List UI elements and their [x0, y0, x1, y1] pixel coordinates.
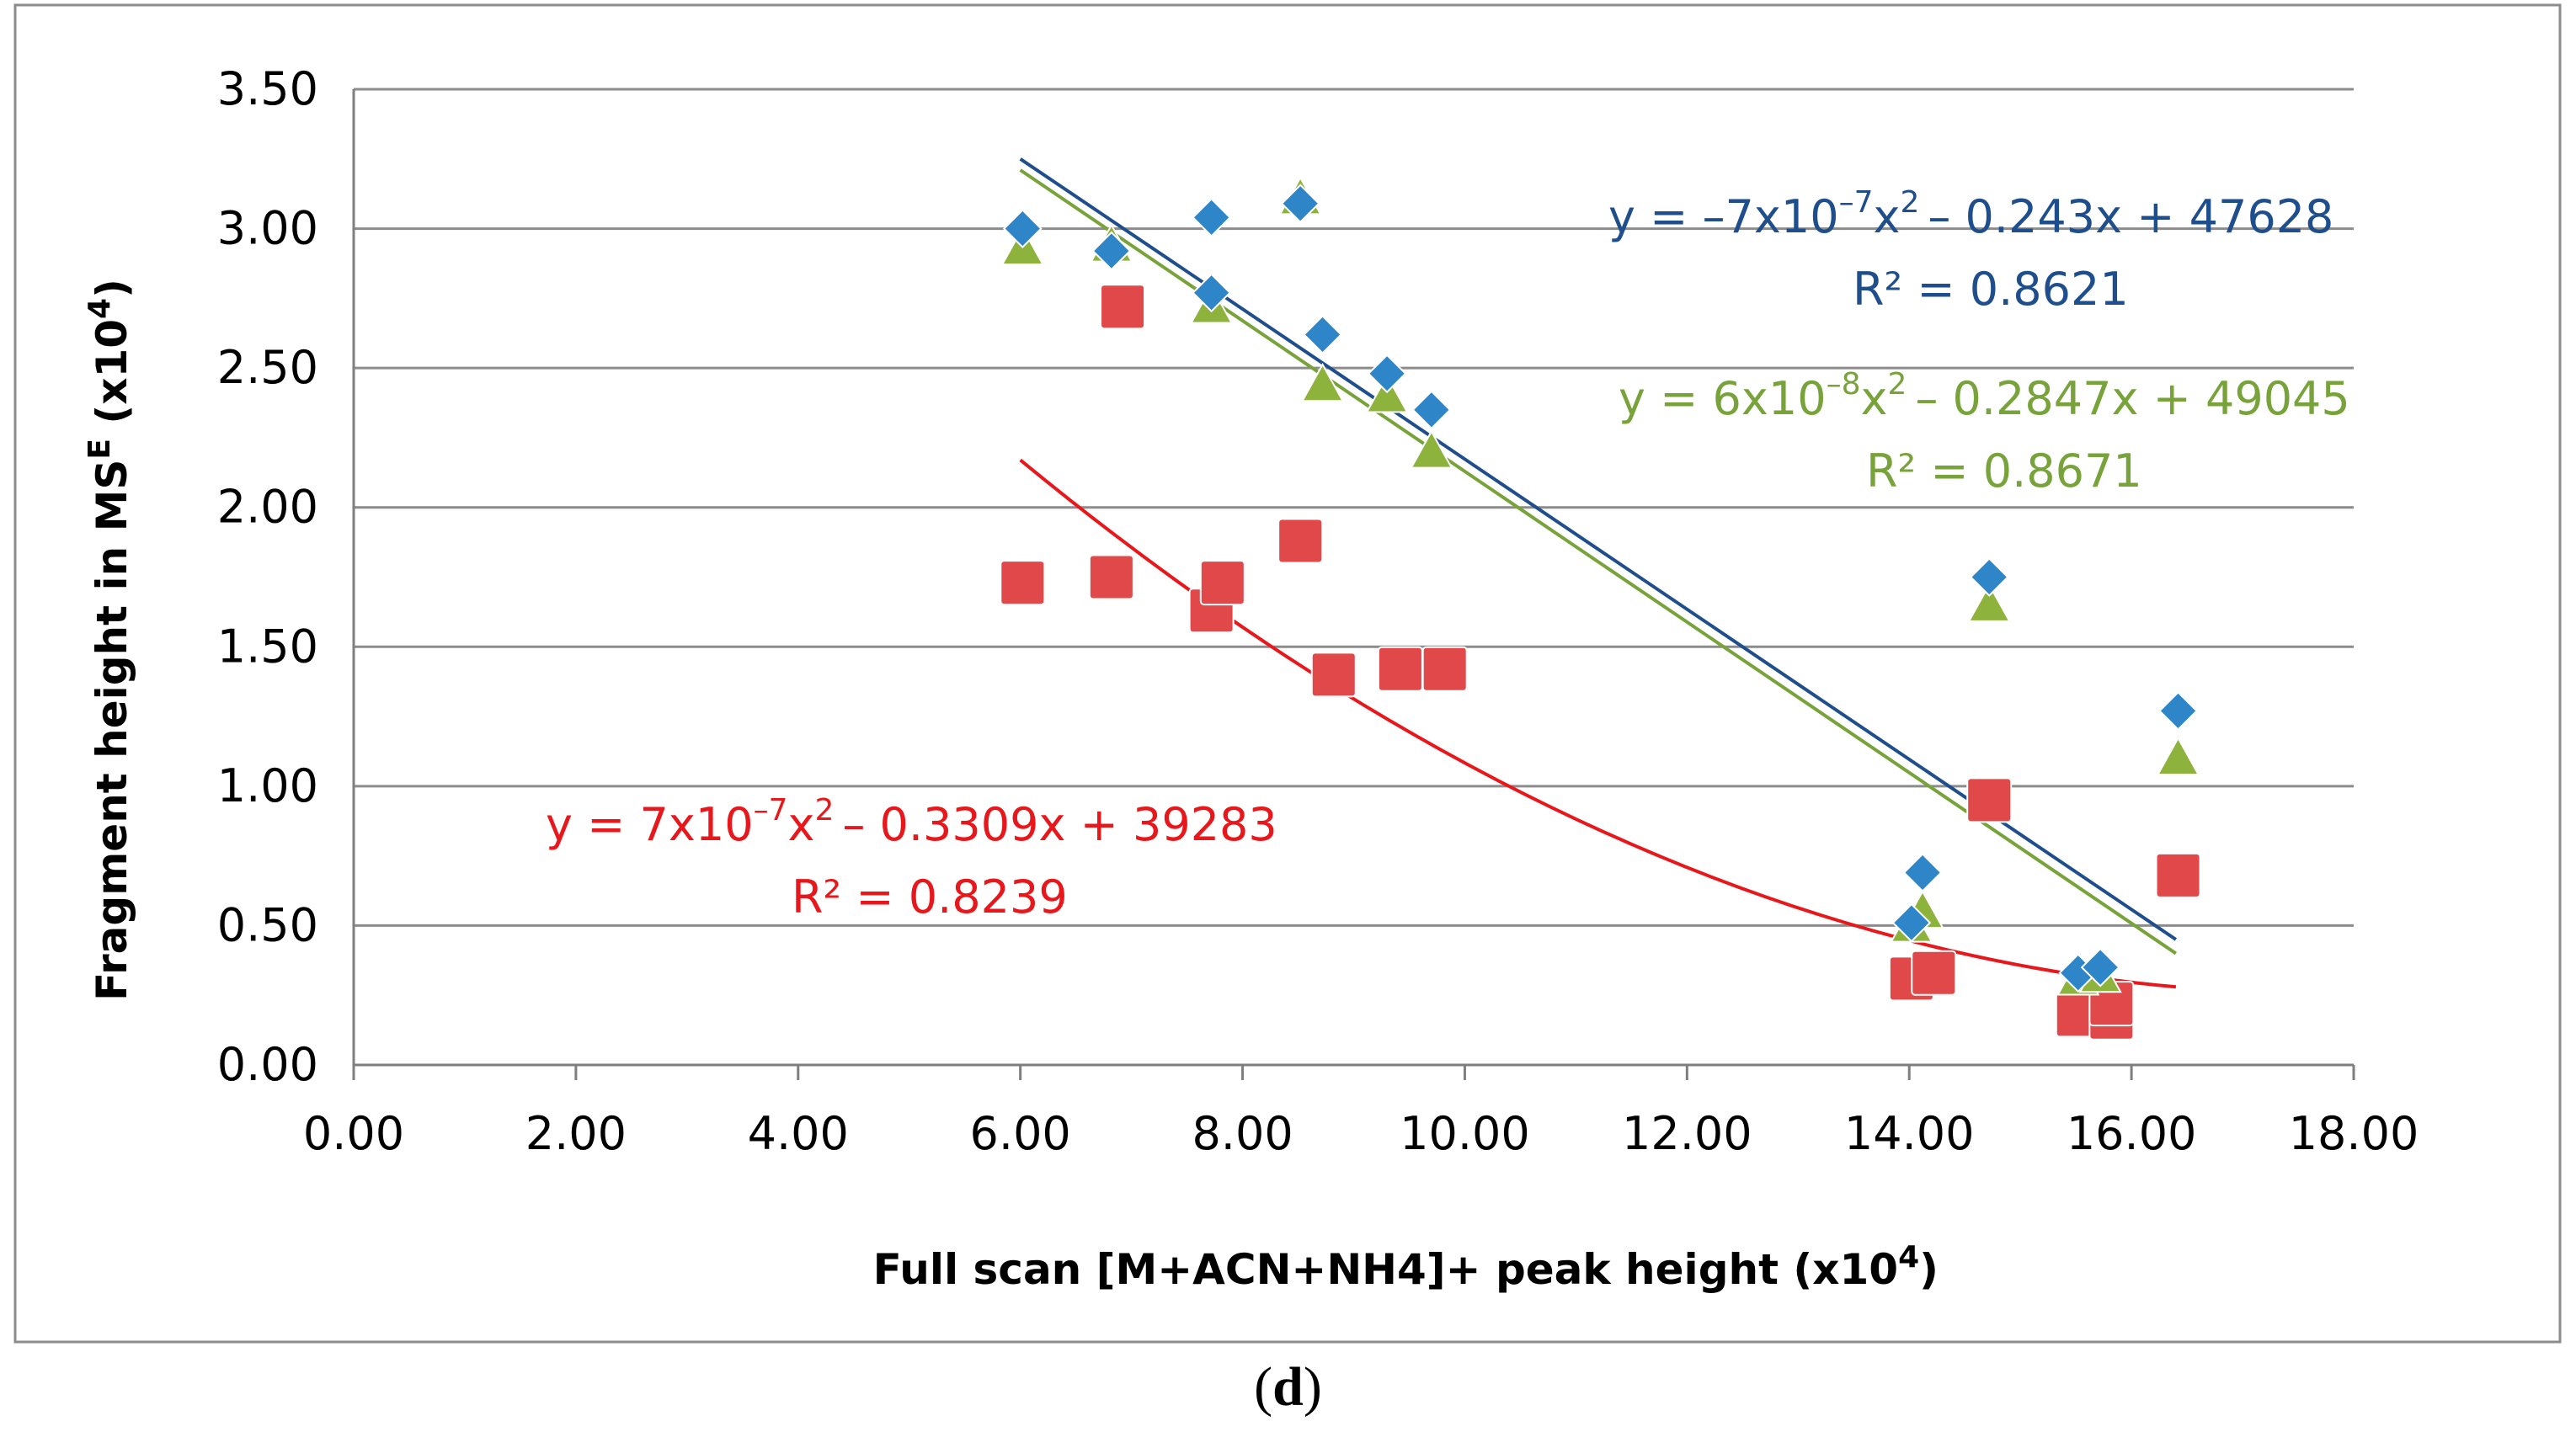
blue-diamond-point [1303, 314, 1342, 354]
red-square-point [1088, 554, 1134, 600]
green-trend-equation: y = 6x10–8x2– 0.2847x + 49045 [1619, 367, 2350, 425]
x-tick-label: 4.00 [748, 1107, 849, 1160]
blue-diamond-point [1411, 390, 1452, 430]
y-tick-label: 1.50 [217, 620, 318, 673]
y-tick-labels: 0.00 0.50 1.00 1.50 2.00 2.50 3.00 3.50 [217, 62, 318, 1091]
x-tick-label: 8.00 [1192, 1107, 1293, 1160]
red-square-point [2155, 852, 2201, 898]
blue-diamond-point [1367, 354, 1407, 394]
green-triangle-point [1365, 374, 1409, 413]
caption-letter: d [1272, 1356, 1304, 1418]
blue-diamond-point [1002, 209, 1043, 248]
red-square-point [1377, 646, 1423, 692]
blue-diamond-point [1091, 231, 1132, 271]
red-trend-r2: R² = 0.8239 [792, 870, 1068, 924]
blue-diamond-point [2080, 947, 2120, 988]
blue-diamond-point [1902, 853, 1943, 892]
green-triangle-point [1967, 583, 2011, 622]
blue-diamond-point [1192, 273, 1232, 313]
red-trend-equation: y = 7x10–7x2– 0.3309x + 39283 [546, 793, 1277, 851]
y-tick-label: 1.00 [217, 759, 318, 812]
y-axis-title: Fragment height in MSE (x104) [83, 279, 136, 1001]
x-tick-label: 18.00 [2289, 1107, 2419, 1160]
blue-diamond-point [1192, 197, 1232, 237]
y-tick-label: 3.00 [217, 202, 318, 255]
y-tick-label: 2.00 [217, 481, 318, 534]
blue-diamond-point [1280, 184, 1320, 224]
y-tick-label: 0.50 [217, 898, 318, 951]
blue-diamond-point [1969, 557, 2009, 597]
x-tick-label: 10.00 [1400, 1107, 1530, 1160]
blue-trend-equation: y = –7x10–7x2– 0.243x + 47628 [1608, 185, 2333, 243]
blue-trend-r2: R² = 0.8621 [1853, 263, 2129, 316]
red-square-point [1100, 284, 1146, 330]
blue-diamond-point [2158, 691, 2198, 731]
red-square-point [1000, 560, 1046, 606]
green-trend-line [1019, 168, 2178, 956]
red-square-point [1199, 560, 1245, 606]
figure-caption: (d) [1254, 1356, 1322, 1418]
blue-diamond-point [1891, 902, 1932, 943]
data-markers [1000, 176, 2201, 1041]
scatter-chart: 0.00 2.00 4.00 6.00 8.00 10.00 12.00 14.00 16.00… [13, 3, 2562, 1344]
x-tick-label: 2.00 [525, 1107, 627, 1160]
y-tick-label: 3.50 [217, 62, 318, 115]
green-trend-r2: R² = 0.8671 [1866, 445, 2142, 498]
red-square-point [1421, 646, 1468, 692]
red-square-point [1277, 518, 1324, 564]
x-tick-labels: 0.00 2.00 4.00 6.00 8.00 10.00 12.00 14.00 16.00… [303, 1107, 2419, 1160]
green-triangle-point [1300, 362, 1345, 402]
green-triangle-point [1410, 429, 1453, 469]
x-tick-label: 14.00 [1844, 1107, 1975, 1160]
x-axis-title: Full scan [M+ACN+NH4]+ peak height (x104… [873, 1240, 1939, 1294]
y-tick-label: 2.50 [217, 341, 318, 394]
red-square-point [1966, 777, 2013, 823]
x-tick-label: 16.00 [2067, 1107, 2197, 1160]
y-tick-label: 0.00 [217, 1038, 318, 1091]
gridlines [352, 88, 2355, 1080]
green-triangle-point [2156, 736, 2200, 775]
x-tick-label: 12.00 [1622, 1107, 1752, 1160]
x-tick-label: 0.00 [303, 1107, 404, 1160]
red-square-point [1310, 652, 1357, 698]
red-square-point [1911, 950, 1957, 996]
x-tick-label: 6.00 [970, 1107, 1071, 1160]
